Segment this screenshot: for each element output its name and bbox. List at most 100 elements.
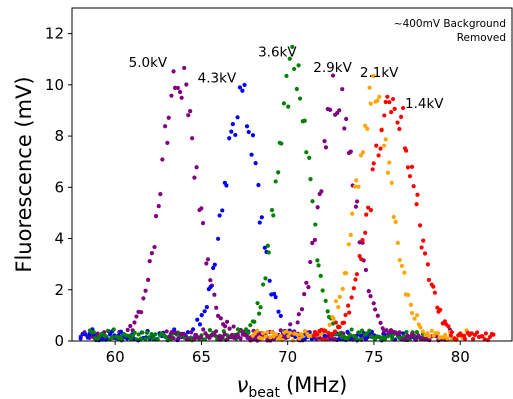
data-point <box>427 334 432 339</box>
y-axis-ticks: 0 2 4 6 8 10 12 <box>45 25 72 350</box>
y-tick-label: 6 <box>54 178 64 196</box>
data-point <box>399 263 405 268</box>
data-point <box>152 244 157 250</box>
data-point <box>253 161 258 166</box>
data-point <box>445 336 450 341</box>
data-point <box>286 104 291 109</box>
data-point <box>280 338 285 343</box>
data-point <box>435 331 441 336</box>
data-point <box>130 333 136 339</box>
data-point <box>194 165 199 170</box>
data-point <box>276 170 281 175</box>
data-point <box>269 330 275 335</box>
data-point <box>203 331 208 336</box>
data-point <box>192 175 197 180</box>
data-point <box>302 118 307 123</box>
data-point <box>408 302 413 308</box>
data-point <box>358 333 363 338</box>
data-point <box>202 309 207 314</box>
data-point <box>320 337 325 342</box>
data-point <box>412 316 417 321</box>
data-point <box>390 96 396 102</box>
data-point <box>297 336 302 341</box>
data-point <box>177 89 183 95</box>
data-point <box>371 161 376 166</box>
data-point <box>149 251 154 256</box>
data-point <box>144 330 150 335</box>
data-point <box>397 126 402 132</box>
data-point <box>393 219 398 224</box>
data-point <box>332 329 338 334</box>
data-point <box>103 334 108 339</box>
data-point <box>383 99 388 105</box>
data-point <box>143 288 148 293</box>
data-point <box>419 245 424 250</box>
data-point <box>395 120 400 125</box>
data-point <box>278 313 283 319</box>
data-point <box>345 329 350 334</box>
data-point <box>353 277 358 282</box>
data-point <box>348 149 353 154</box>
data-point <box>188 109 193 114</box>
data-point <box>273 332 279 337</box>
data-point <box>208 284 213 290</box>
data-point <box>354 272 359 277</box>
data-point <box>128 323 133 329</box>
series-label: 1.4kV <box>405 96 444 112</box>
data-point <box>379 128 384 133</box>
data-point <box>312 237 317 243</box>
data-point <box>354 199 360 204</box>
data-point <box>319 327 324 332</box>
data-point <box>318 273 323 278</box>
data-point <box>169 93 174 98</box>
data-point <box>97 334 102 339</box>
data-point <box>255 328 260 333</box>
data-point <box>354 178 359 183</box>
data-point <box>105 328 111 333</box>
data-point <box>158 191 163 197</box>
data-point <box>304 280 309 285</box>
data-point <box>378 146 383 151</box>
y-tick-label: 8 <box>54 127 64 145</box>
data-point <box>392 106 397 111</box>
data-point <box>222 331 227 337</box>
data-point <box>139 310 144 315</box>
data-point <box>229 332 235 338</box>
data-point <box>316 263 321 268</box>
y-tick-label: 12 <box>45 25 64 43</box>
data-point <box>448 333 453 338</box>
data-point <box>272 291 277 296</box>
data-point <box>365 126 370 131</box>
data-point <box>198 335 203 340</box>
data-point <box>411 333 416 338</box>
data-point <box>244 124 250 129</box>
data-point <box>377 94 382 99</box>
data-point <box>296 312 301 317</box>
data-point <box>425 331 430 336</box>
data-point <box>263 276 268 281</box>
data-point <box>199 312 204 318</box>
data-point <box>244 327 249 332</box>
data-point <box>153 332 158 337</box>
data-point <box>470 336 476 342</box>
data-point <box>215 313 221 318</box>
data-point <box>82 332 88 337</box>
data-point <box>265 338 270 343</box>
data-point <box>397 330 402 335</box>
data-point <box>363 267 369 273</box>
data-point <box>296 63 301 68</box>
data-point <box>306 285 311 290</box>
data-point <box>363 230 368 235</box>
data-point <box>363 123 368 128</box>
series-label: 4.3kV <box>198 70 237 86</box>
data-point <box>364 331 369 336</box>
data-point <box>384 328 389 333</box>
data-point <box>373 307 378 312</box>
data-point <box>204 305 209 310</box>
y-axis-label: Fluorescence (mV) <box>12 76 36 272</box>
data-point <box>351 286 356 291</box>
data-point <box>147 335 152 340</box>
data-point <box>446 324 451 329</box>
data-point <box>111 327 116 332</box>
data-point <box>211 265 216 271</box>
